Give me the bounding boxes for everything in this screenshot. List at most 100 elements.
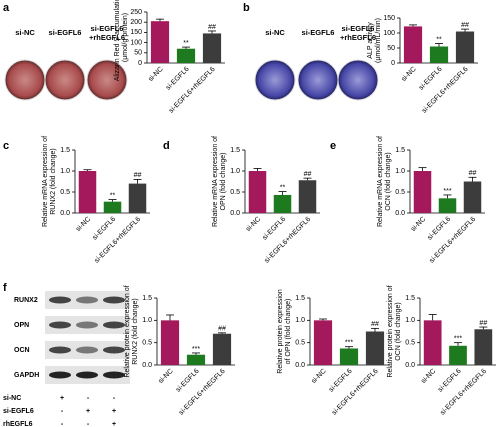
- significance-mark: ***: [192, 346, 200, 353]
- bar: [313, 320, 333, 365]
- significance-mark: ##: [208, 24, 216, 31]
- treatment-sign: -: [61, 421, 64, 427]
- x-tick-label: si-EGFL6+rhEGFL6: [331, 368, 380, 417]
- x-tick-label: si-EGFL6: [165, 66, 191, 92]
- error-bar: [435, 43, 443, 47]
- y-axis-label: (μmol/g protein): [122, 13, 129, 62]
- x-tick-label: si-EGFL6: [426, 216, 452, 242]
- x-tick-label: si-EGFL6+rhEGFL6: [263, 216, 312, 265]
- well-label: +rhEGFL6: [340, 33, 376, 42]
- well-label: +rhEGFL6: [89, 33, 125, 42]
- panel-label: f: [3, 282, 7, 294]
- y-tick-label: 1.5: [405, 295, 415, 302]
- y-tick-label: 100: [383, 30, 395, 37]
- y-axis-label: of OPN (fold change): [285, 299, 292, 365]
- y-axis-label: OCN (fold change): [395, 302, 402, 360]
- error-bar: [371, 327, 379, 332]
- well-label: si-EGFL6: [302, 28, 335, 37]
- bar: [429, 46, 449, 63]
- y-tick-label: 1.0: [142, 317, 152, 324]
- significance-mark: ##: [134, 172, 142, 179]
- y-axis-label: OCN (fold change): [385, 152, 392, 210]
- y-axis-label: (μmol/mL/min): [375, 18, 382, 63]
- well-label: si-EGFL6: [91, 24, 124, 33]
- well-label: si-NC: [265, 28, 285, 37]
- significance-mark: **: [110, 192, 116, 199]
- x-tick-label: si-EGFL6: [418, 66, 444, 92]
- x-tick-label: si-EGFL6+rhEGFL6: [428, 216, 477, 265]
- y-tick-label: 1.0: [395, 168, 405, 175]
- x-tick-label: si-EGFL6: [175, 368, 201, 394]
- panel-label: e: [330, 140, 336, 152]
- treatment-sign: +: [112, 421, 116, 427]
- blot-band: [76, 321, 98, 329]
- significance-mark: ##: [218, 326, 226, 333]
- protein-label: GAPDH: [14, 372, 39, 379]
- blot-band: [76, 296, 98, 304]
- significance-mark: ##: [469, 170, 477, 177]
- x-tick-label: si-EGFL6: [91, 216, 117, 242]
- significance-mark: ##: [371, 321, 379, 328]
- y-tick-label: 0.0: [295, 362, 305, 369]
- significance-mark: **: [280, 184, 286, 191]
- y-tick-label: 0.5: [60, 189, 70, 196]
- error-bar: [278, 191, 287, 195]
- panel-label: a: [3, 2, 10, 14]
- x-tick-label: si-NC: [75, 216, 92, 233]
- treatment-sign: +: [86, 408, 90, 415]
- error-bar: [166, 314, 174, 321]
- y-tick-label: 0.0: [230, 210, 240, 217]
- protein-label: OCN: [14, 347, 30, 354]
- error-bar: [461, 28, 469, 32]
- y-tick-label: 150: [383, 15, 395, 22]
- bar: [455, 31, 475, 63]
- treatment-sign: +: [112, 408, 116, 415]
- error-bar: [83, 169, 92, 171]
- blot-band: [49, 296, 71, 304]
- y-tick-label: 50: [387, 45, 395, 52]
- y-axis-label: OPN (fold change): [220, 153, 227, 211]
- treatment-label: si-EGFL6: [3, 408, 34, 415]
- y-tick-label: 0.5: [230, 189, 240, 196]
- bar: [298, 180, 317, 213]
- blot-band: [49, 371, 71, 379]
- treatment-sign: +: [60, 395, 64, 402]
- bar: [103, 201, 122, 213]
- error-bar: [208, 30, 216, 34]
- y-axis-label: ALP activity: [367, 22, 374, 59]
- y-tick-label: 1.5: [395, 147, 405, 154]
- treatment-label: si-NC: [3, 395, 21, 402]
- error-bar: [218, 332, 226, 334]
- x-tick-label: si-EGFL6+rhEGFL6: [93, 216, 142, 265]
- bar: [423, 320, 442, 365]
- well-image: [86, 59, 128, 101]
- error-bar: [108, 199, 117, 202]
- bar: [176, 48, 196, 63]
- error-bar: [479, 326, 488, 330]
- bar: [365, 331, 385, 365]
- y-tick-label: 0.5: [142, 340, 152, 347]
- bar: [449, 345, 467, 365]
- significance-mark: ***: [443, 188, 451, 195]
- bar: [339, 348, 359, 365]
- x-tick-label: si-EGFL6: [437, 368, 463, 394]
- y-tick-label: 0.0: [395, 210, 405, 217]
- y-axis-label: Relative protein expression: [277, 289, 284, 374]
- error-bar: [303, 177, 312, 181]
- error-bar: [468, 176, 477, 182]
- y-axis-label: RUNX2 (fold change): [50, 148, 57, 215]
- bar: [413, 171, 432, 213]
- y-axis-label: RUNX2 (fold change): [132, 298, 139, 365]
- bar: [202, 33, 222, 63]
- significance-mark: ##: [479, 320, 487, 327]
- y-axis-label: Relative mRNA expression of: [42, 136, 49, 227]
- bar: [150, 21, 170, 63]
- treatment-sign: -: [61, 408, 64, 415]
- x-tick-label: si-EGFL6: [261, 216, 287, 242]
- significance-mark: **: [183, 40, 189, 47]
- x-tick-label: si-EGFL6+rhEGFL6: [421, 66, 470, 115]
- y-tick-label: 0.0: [60, 210, 70, 217]
- y-axis-label: Relative protein expression of: [124, 285, 131, 377]
- bar: [438, 198, 457, 213]
